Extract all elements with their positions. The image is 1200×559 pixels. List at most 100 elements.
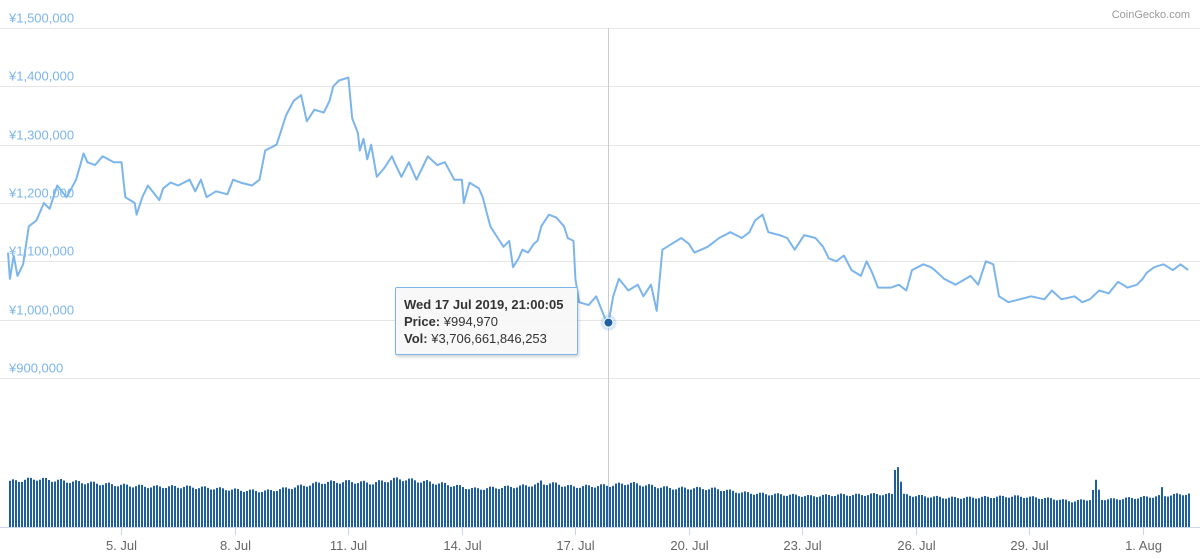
volume-bar xyxy=(894,470,896,527)
volume-bar xyxy=(606,485,608,527)
credit-label[interactable]: CoinGecko.com xyxy=(1112,9,1190,21)
x-tick-label: 20. Jul xyxy=(670,538,708,553)
volume-bar xyxy=(756,493,758,527)
volume-bar xyxy=(993,498,995,527)
volume-bar xyxy=(240,490,242,527)
volume-bar xyxy=(774,493,776,527)
volume-bar xyxy=(981,496,983,527)
volume-bar xyxy=(1074,501,1076,527)
volume-bar xyxy=(591,487,593,527)
tooltip-date: Wed 17 Jul 2019, 21:00:05 xyxy=(404,297,564,312)
volume-bar xyxy=(207,487,209,527)
volume-bar xyxy=(570,484,572,527)
volume-bar xyxy=(432,483,434,527)
volume-bar xyxy=(750,493,752,527)
volume-bar xyxy=(465,489,467,527)
volume-bar xyxy=(171,485,173,527)
volume-bar xyxy=(201,486,203,527)
volume-bar xyxy=(1176,493,1178,527)
volume-bar xyxy=(372,484,374,527)
volume-bar xyxy=(1140,497,1142,527)
volume-bar xyxy=(1083,499,1085,527)
volume-bar xyxy=(864,495,866,527)
volume-bar xyxy=(1080,499,1082,527)
tooltip-price-value: ¥994,970 xyxy=(443,314,498,329)
volume-bar xyxy=(1179,494,1181,527)
volume-bar xyxy=(1182,495,1184,527)
volume-bar xyxy=(516,487,518,527)
volume-bar xyxy=(366,482,368,527)
volume-bar xyxy=(474,487,476,527)
volume-bar xyxy=(729,489,731,527)
volume-bar xyxy=(273,491,275,527)
volume-bar xyxy=(1119,499,1121,527)
volume-bar xyxy=(297,485,299,527)
volume-bar xyxy=(879,495,881,527)
volume-bar xyxy=(111,484,113,527)
volume-bar xyxy=(357,483,359,527)
volume-bar xyxy=(891,493,893,527)
volume-bar xyxy=(792,493,794,527)
volume-bar xyxy=(660,487,662,527)
volume-bar xyxy=(87,483,89,527)
volume-bar xyxy=(153,485,155,527)
volume-bar xyxy=(402,481,404,527)
volume-bar xyxy=(78,481,80,527)
volume-bar xyxy=(903,493,905,527)
volume-bar xyxy=(564,486,566,527)
volume-bar xyxy=(24,479,26,527)
volume-bar xyxy=(711,487,713,527)
y-tick-label: ¥1,200,000 xyxy=(8,186,74,201)
volume-bar xyxy=(252,489,254,527)
volume-bar xyxy=(936,495,938,527)
volume-bar xyxy=(783,495,785,527)
selected-point-marker[interactable] xyxy=(603,317,614,328)
tooltip-vol-label: Vol: xyxy=(404,331,428,346)
volume-bar xyxy=(60,479,62,527)
volume-bar xyxy=(717,489,719,527)
volume-bar xyxy=(93,481,95,527)
volume-bar xyxy=(339,483,341,527)
volume-bar xyxy=(921,495,923,527)
volume-bar xyxy=(789,494,791,527)
x-axis: 5. Jul 8. Jul 11. Jul 14. Jul 17. Jul 20. Jul… xyxy=(0,527,1200,553)
volume-bar xyxy=(495,488,497,527)
volume-bar xyxy=(126,484,128,527)
volume-bar xyxy=(489,486,491,527)
volume-bar xyxy=(735,492,737,527)
volume-bar xyxy=(654,486,656,527)
volume-bar xyxy=(948,497,950,527)
volume-bar xyxy=(951,496,953,527)
volume-bar xyxy=(528,486,530,527)
volume-bar xyxy=(975,498,977,527)
volume-bar xyxy=(288,488,290,527)
volume-bar xyxy=(141,484,143,527)
volume-bar xyxy=(672,489,674,527)
volume-bar xyxy=(1101,499,1103,527)
volume-bar xyxy=(72,481,74,527)
volume-bar xyxy=(1032,496,1034,527)
volume-bar xyxy=(1011,496,1013,527)
tooltip: Wed 17 Jul 2019, 21:00:05 Price: ¥994,97… xyxy=(395,287,578,355)
volume-bar xyxy=(69,483,71,527)
volume-bar xyxy=(249,489,251,527)
volume-bar xyxy=(318,482,320,527)
volume-bar xyxy=(66,482,68,527)
volume-bar xyxy=(285,487,287,527)
volume-bar xyxy=(444,482,446,527)
volume-bar xyxy=(765,494,767,527)
volume-bar xyxy=(918,495,920,527)
volume-bar xyxy=(822,494,824,527)
volume-bar xyxy=(708,489,710,527)
volume-bar xyxy=(471,488,473,527)
price-series-line[interactable] xyxy=(7,76,1189,324)
volume-bar xyxy=(51,481,53,527)
volume-bar xyxy=(306,486,308,527)
volume-bar xyxy=(1116,499,1118,527)
volume-bar xyxy=(378,480,380,527)
volume-bar xyxy=(354,483,356,527)
volume-bar xyxy=(480,489,482,527)
volume-bar xyxy=(1029,496,1031,527)
volume-bar xyxy=(327,481,329,527)
